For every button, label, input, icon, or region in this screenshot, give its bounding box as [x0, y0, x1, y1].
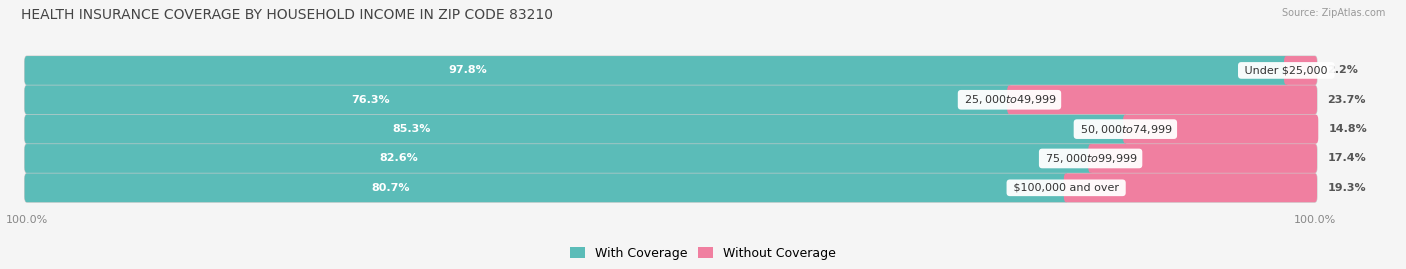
Text: $25,000 to $49,999: $25,000 to $49,999 [962, 93, 1057, 106]
FancyBboxPatch shape [1123, 115, 1319, 143]
Text: 2.2%: 2.2% [1327, 65, 1358, 75]
Text: 19.3%: 19.3% [1327, 183, 1367, 193]
Text: $50,000 to $74,999: $50,000 to $74,999 [1077, 123, 1174, 136]
FancyBboxPatch shape [25, 174, 1317, 202]
Text: 23.7%: 23.7% [1327, 95, 1367, 105]
FancyBboxPatch shape [25, 56, 1289, 85]
FancyBboxPatch shape [25, 144, 1317, 173]
FancyBboxPatch shape [1007, 85, 1317, 114]
Text: $75,000 to $99,999: $75,000 to $99,999 [1042, 152, 1139, 165]
Text: 17.4%: 17.4% [1327, 154, 1367, 164]
FancyBboxPatch shape [25, 115, 1128, 143]
Text: Source: ZipAtlas.com: Source: ZipAtlas.com [1281, 8, 1385, 18]
FancyBboxPatch shape [25, 56, 1317, 85]
Legend: With Coverage, Without Coverage: With Coverage, Without Coverage [565, 242, 841, 265]
FancyBboxPatch shape [25, 85, 1317, 114]
Text: 76.3%: 76.3% [352, 95, 389, 105]
Text: HEALTH INSURANCE COVERAGE BY HOUSEHOLD INCOME IN ZIP CODE 83210: HEALTH INSURANCE COVERAGE BY HOUSEHOLD I… [21, 8, 553, 22]
Text: 14.8%: 14.8% [1329, 124, 1368, 134]
FancyBboxPatch shape [25, 85, 1012, 114]
FancyBboxPatch shape [25, 174, 1069, 202]
FancyBboxPatch shape [25, 144, 1092, 173]
Text: 80.7%: 80.7% [371, 183, 411, 193]
FancyBboxPatch shape [25, 115, 1317, 143]
Text: Under $25,000: Under $25,000 [1241, 65, 1331, 75]
Text: 82.6%: 82.6% [380, 154, 419, 164]
FancyBboxPatch shape [1064, 174, 1317, 202]
Text: 97.8%: 97.8% [449, 65, 486, 75]
Text: $100,000 and over: $100,000 and over [1010, 183, 1122, 193]
Text: 85.3%: 85.3% [392, 124, 430, 134]
FancyBboxPatch shape [1284, 56, 1317, 85]
FancyBboxPatch shape [1088, 144, 1317, 173]
